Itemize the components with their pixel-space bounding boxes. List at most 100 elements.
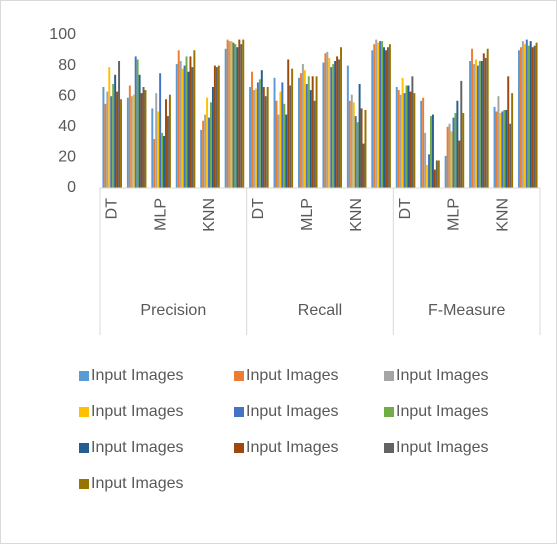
bar	[332, 64, 335, 188]
bar	[168, 94, 171, 188]
bar	[413, 93, 416, 188]
bar	[114, 74, 117, 188]
bar	[305, 83, 308, 188]
bar	[144, 90, 147, 188]
bar	[328, 57, 331, 189]
x-tick-label: KNN	[495, 198, 512, 232]
bar	[360, 108, 363, 188]
bar	[354, 116, 357, 188]
bar	[388, 44, 391, 189]
bar	[480, 61, 483, 189]
bar	[458, 140, 461, 188]
bar	[232, 42, 235, 189]
bar	[309, 90, 312, 188]
bar	[431, 114, 434, 188]
bar	[163, 135, 166, 188]
bar	[266, 87, 269, 188]
bar	[193, 50, 196, 188]
bar	[493, 106, 496, 188]
bar	[301, 64, 304, 188]
bar	[340, 47, 342, 188]
bar	[533, 45, 536, 189]
bar	[299, 73, 302, 188]
bar	[450, 131, 453, 188]
x-tick-label: MLP	[152, 198, 169, 231]
bar	[373, 44, 376, 189]
bar	[200, 129, 203, 188]
bar	[130, 96, 133, 188]
legend-swatch	[79, 479, 89, 489]
legend-label: Input Images	[396, 403, 489, 420]
bar	[264, 96, 267, 188]
bar	[386, 47, 389, 188]
bar	[411, 76, 414, 188]
bar	[289, 85, 292, 188]
bar	[424, 132, 427, 188]
bar	[187, 71, 190, 188]
bar	[322, 62, 325, 188]
bar	[307, 76, 310, 188]
bar	[454, 113, 457, 188]
x-tick-label: DT	[103, 198, 120, 220]
bar	[283, 103, 286, 188]
bar	[126, 97, 129, 188]
y-tick-label: 40	[58, 118, 76, 135]
bar	[519, 47, 522, 188]
x-tick-label: KNN	[348, 198, 365, 232]
bar	[371, 50, 374, 188]
bar	[177, 50, 180, 188]
bar	[140, 93, 143, 188]
bar	[501, 111, 504, 188]
bar	[116, 91, 119, 188]
bar	[277, 114, 280, 188]
bar	[503, 109, 506, 188]
bar	[211, 87, 214, 188]
bar	[397, 90, 400, 188]
bar	[521, 41, 524, 189]
bar	[456, 100, 459, 188]
bar	[422, 97, 425, 188]
group-label: Recall	[298, 302, 342, 319]
bar	[364, 109, 367, 188]
x-tick-label: MLP	[446, 198, 463, 231]
legend-swatch	[79, 443, 89, 453]
bar	[285, 114, 288, 188]
bar	[407, 85, 410, 188]
bar	[362, 143, 365, 188]
bar	[385, 50, 387, 188]
bar	[497, 96, 500, 188]
bar	[151, 108, 154, 188]
bar	[358, 83, 361, 188]
legend-swatch	[384, 443, 394, 453]
bar	[240, 44, 243, 189]
bar	[529, 41, 532, 189]
bar	[206, 97, 209, 188]
bar	[181, 68, 184, 188]
bar	[523, 44, 526, 189]
bar	[476, 65, 479, 188]
bar	[165, 99, 167, 188]
bar	[499, 113, 502, 188]
bar	[420, 100, 423, 188]
group-label: F-Measure	[428, 302, 505, 319]
legend-swatch	[384, 371, 394, 381]
legend-swatch	[234, 407, 244, 417]
legend-swatch	[79, 371, 89, 381]
bar	[303, 70, 306, 188]
legend-label: Input Images	[91, 367, 184, 384]
bar	[330, 67, 333, 188]
bar	[179, 61, 182, 189]
bar	[136, 59, 139, 189]
legend-label: Input Images	[91, 403, 184, 420]
bar	[132, 94, 135, 188]
bar	[356, 122, 359, 188]
legend-label: Input Images	[246, 367, 339, 384]
legend-label: Input Images	[396, 367, 489, 384]
bar	[104, 103, 107, 188]
bar	[108, 67, 111, 188]
bar	[175, 64, 178, 188]
bar	[112, 83, 115, 188]
bar	[210, 102, 212, 188]
bar	[531, 47, 534, 188]
